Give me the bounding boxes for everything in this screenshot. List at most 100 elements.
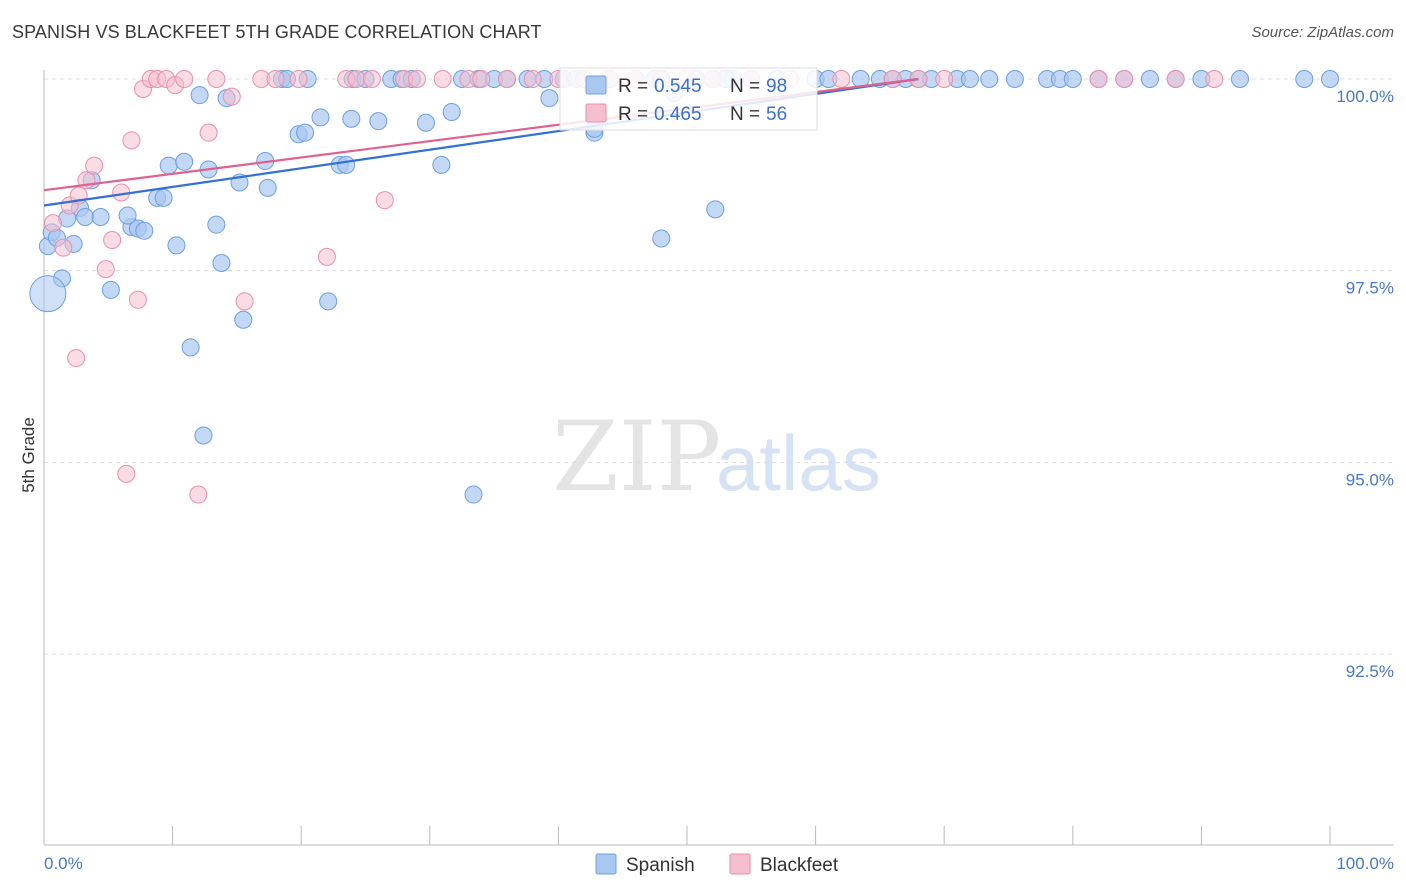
legend-blackfeet-r-value: 0.465 xyxy=(654,104,702,125)
blackfeet-point-35 xyxy=(497,70,516,88)
spanish-point-43 xyxy=(369,112,388,131)
spanish-point-14 xyxy=(118,206,137,225)
spanish-point-84 xyxy=(960,70,979,88)
watermark: ZIP atlas xyxy=(552,401,881,513)
blackfeet-point-25 xyxy=(317,247,336,266)
spanish-point-39 xyxy=(337,155,356,174)
spanish-point-86 xyxy=(1005,70,1024,88)
legend-swatch-blackfeet xyxy=(585,103,607,123)
blackfeet-point-7 xyxy=(103,231,122,249)
blackfeet-point-55 xyxy=(117,464,136,483)
spanish-point-22 xyxy=(194,426,213,445)
blackfeet-point-51 xyxy=(1115,70,1134,88)
spanish-point-13 xyxy=(135,221,154,240)
spanish-point-24 xyxy=(207,215,226,234)
blackfeet-point-6 xyxy=(96,260,115,279)
blackfeet-point-19 xyxy=(207,70,226,88)
legend-blackfeet-r-label: R = xyxy=(618,104,648,125)
spanish-point-95 xyxy=(1230,70,1249,88)
spanish-point-47 xyxy=(416,113,435,132)
blackfeet-point-32 xyxy=(433,70,452,88)
spanish-point-29 xyxy=(258,178,277,197)
spanish-point-48 xyxy=(432,155,451,174)
spanish-point-9 xyxy=(91,208,110,226)
y-tick-label-2: 95.0% xyxy=(1346,470,1394,489)
spanish-point-18 xyxy=(167,236,186,255)
spanish-point-7 xyxy=(76,208,95,226)
stats-legend: R = 0.545 N = 98 R = 0.465 N = 56 xyxy=(559,67,818,131)
blackfeet-point-54 xyxy=(67,349,86,368)
spanish-point-17 xyxy=(159,156,178,175)
blackfeet-point-36 xyxy=(523,70,542,88)
bottom-legend-swatch-spanish xyxy=(595,853,617,875)
x-ticks xyxy=(172,826,1331,845)
y-tick-labels: 100.0% 97.5% 95.0% 92.5% xyxy=(1336,87,1394,681)
spanish-point-71 xyxy=(706,200,725,219)
bottom-legend-spanish: Spanish xyxy=(626,855,695,876)
blackfeet-point-21 xyxy=(235,292,254,311)
x-tick-label-min: 0.0% xyxy=(44,854,83,873)
blackfeet-point-47 xyxy=(883,70,902,88)
spanish-point-92 xyxy=(1140,70,1159,88)
y-tick-label-3: 92.5% xyxy=(1346,662,1394,681)
spanish-point-89 xyxy=(1063,70,1082,88)
blackfeet-point-52 xyxy=(1166,70,1185,88)
legend-blackfeet-n-value: 56 xyxy=(766,104,787,125)
chart-title: SPANISH VS BLACKFEET 5TH GRADE CORRELATI… xyxy=(12,22,542,42)
blackfeet-point-34 xyxy=(472,70,491,88)
source-credit: Source: ZipAtlas.com xyxy=(1251,24,1394,41)
spanish-point-97 xyxy=(1321,70,1339,88)
y-tick-label-1: 97.5% xyxy=(1346,279,1394,298)
axes xyxy=(43,70,1394,846)
spanish-point-96 xyxy=(1295,70,1314,88)
spanish-point-21 xyxy=(190,86,209,105)
blackfeet-point-9 xyxy=(122,131,141,150)
legend-spanish-n-label: N = xyxy=(730,76,760,97)
blackfeet-point-1 xyxy=(54,238,73,257)
legend-spanish-r-value: 0.545 xyxy=(654,76,702,97)
blackfeet-point-53 xyxy=(1205,70,1224,88)
blackfeet-point-23 xyxy=(266,70,285,88)
series-legend: Spanish Blackfeet xyxy=(595,853,839,876)
bottom-legend-swatch-blackfeet xyxy=(729,853,751,875)
blackfeet-point-31 xyxy=(407,70,426,88)
spanish-point-19 xyxy=(175,152,194,171)
blackfeet-point-17 xyxy=(189,485,208,504)
spanish-point-25 xyxy=(212,254,231,272)
blackfeet-point-24 xyxy=(289,70,308,88)
spanish-point-70 xyxy=(652,229,671,248)
blackfeet-point-20 xyxy=(222,87,241,106)
spanish-point-28 xyxy=(234,310,253,329)
blackfeet-point-50 xyxy=(1089,70,1108,88)
spanish-point-40 xyxy=(342,109,361,128)
blackfeet-point-27 xyxy=(347,70,366,88)
spanish-point-10 xyxy=(101,280,120,299)
spanish-point-68 xyxy=(464,485,483,504)
legend-spanish-r-label: R = xyxy=(618,76,648,97)
spanish-point-37 xyxy=(319,292,338,311)
blackfeet-point-10 xyxy=(128,290,147,309)
spanish-point-56 xyxy=(540,89,559,108)
blackfeet-point-46 xyxy=(832,70,851,88)
legend-spanish-n-value: 98 xyxy=(766,76,787,97)
x-tick-label-max: 100.0% xyxy=(1336,854,1394,873)
bottom-legend-blackfeet: Blackfeet xyxy=(760,855,839,876)
y-tick-label-0: 100.0% xyxy=(1336,87,1394,106)
y-axis-label: 5th Grade xyxy=(19,417,38,493)
blackfeet-point-0 xyxy=(44,214,63,233)
spanish-point-20 xyxy=(181,338,200,357)
blackfeet-point-5 xyxy=(85,156,104,175)
spanish-point-large xyxy=(29,275,67,313)
watermark-atlas: atlas xyxy=(716,419,881,507)
blackfeet-point-18 xyxy=(199,123,218,142)
legend-swatch-spanish xyxy=(585,75,607,95)
blackfeet-point-28 xyxy=(362,70,381,88)
blackfeet-point-29 xyxy=(375,191,394,210)
spanish-point-35 xyxy=(311,108,330,127)
legend-blackfeet-n-label: N = xyxy=(730,104,760,125)
spanish-point-85 xyxy=(980,70,999,88)
blackfeet-point-16 xyxy=(175,70,194,88)
spanish-point-34 xyxy=(296,123,315,142)
blackfeet-point-49 xyxy=(935,70,954,88)
